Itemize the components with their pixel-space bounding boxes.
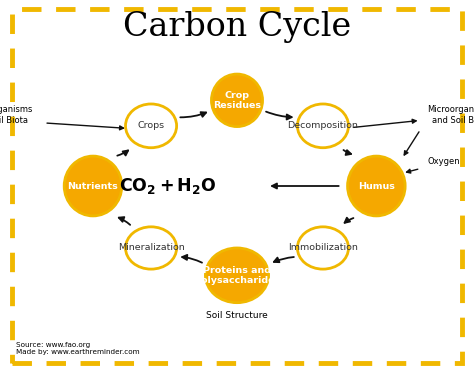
Text: Microorganisms
and Soil Biota: Microorganisms and Soil Biota xyxy=(428,105,474,125)
Text: $\mathbf{CO_2 + H_2O}$: $\mathbf{CO_2 + H_2O}$ xyxy=(118,176,216,196)
Text: Source: www.fao.org
Made by: www.earthreminder.com: Source: www.fao.org Made by: www.earthre… xyxy=(16,342,140,355)
Text: Carbon Cycle: Carbon Cycle xyxy=(123,12,351,44)
Ellipse shape xyxy=(126,104,177,148)
Text: Crops: Crops xyxy=(137,121,164,130)
Ellipse shape xyxy=(297,227,348,269)
Ellipse shape xyxy=(347,156,405,216)
Text: Humus: Humus xyxy=(358,182,395,190)
Ellipse shape xyxy=(211,74,263,126)
Text: Crop
Residues: Crop Residues xyxy=(213,91,261,110)
Ellipse shape xyxy=(205,248,269,303)
Ellipse shape xyxy=(64,156,122,216)
Text: Nutrients: Nutrients xyxy=(68,182,118,190)
Text: Oxygen: Oxygen xyxy=(428,157,460,166)
Ellipse shape xyxy=(297,104,348,148)
Text: Soil Structure: Soil Structure xyxy=(206,311,268,320)
Text: Microorganisms
and Soil Biota: Microorganisms and Soil Biota xyxy=(0,105,33,125)
Ellipse shape xyxy=(126,227,177,269)
Text: Proteins and
Polysaccharides: Proteins and Polysaccharides xyxy=(194,266,280,285)
FancyBboxPatch shape xyxy=(12,9,462,363)
Text: Decomposition: Decomposition xyxy=(288,121,358,130)
Text: Immobilization: Immobilization xyxy=(288,244,358,253)
Text: Mineralization: Mineralization xyxy=(118,244,184,253)
